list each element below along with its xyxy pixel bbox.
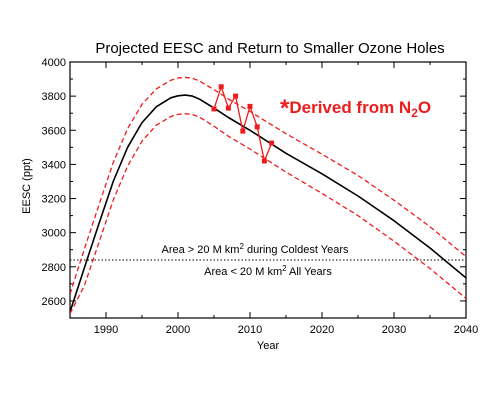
derived-from-n2o-label: *Derived from N2O [280,95,431,122]
series-line-central [70,94,466,313]
y-tick-label: 3600 [42,125,66,137]
y-tick-label: 3000 [42,228,66,240]
point-derived-from-n2o [225,105,231,111]
point-derived-from-n2o [211,106,217,112]
point-derived-from-n2o [247,103,253,109]
data-layer [70,76,466,314]
series-line-derived-from-n2o [213,86,273,162]
point-derived-from-n2o [218,84,224,90]
x-tick-label: 2020 [310,324,334,336]
y-tick-label: 2800 [42,262,66,274]
point-derived-from-n2o [254,124,260,130]
x-tick-label: 2010 [238,324,262,336]
x-tick-label: 2000 [166,324,190,336]
plot-area: 1990 2000 2010 2020 2030 2040 2600 2800 3000 3200… [42,57,479,336]
point-derived-from-n2o [240,128,246,134]
y-tick-label: 3200 [42,194,66,206]
x-tick-label: 2040 [454,324,478,336]
annotation-area-below: Area < 20 M km2 All Years [204,264,332,278]
series-line-lower-bound [70,113,466,314]
point-derived-from-n2o [233,93,239,99]
y-axis-label: EESC (ppt) [21,158,33,214]
y-tick-label: 2600 [42,296,66,308]
point-derived-from-n2o [261,158,267,164]
plot-frame [69,61,467,319]
x-tick-label: 2030 [382,324,406,336]
y-tick-label: 4000 [42,57,66,69]
annotation-area-above: Area > 20 M km2 during Coldest Years [162,242,349,256]
chart-title: Projected EESC and Return to Smaller Ozo… [95,40,444,57]
point-derived-from-n2o [269,140,275,146]
x-axis-label: Year [257,340,280,352]
y-tick-label: 3400 [42,159,66,171]
x-tick-label: 1990 [94,324,118,336]
y-tick-label: 3800 [42,91,66,103]
series-line-upper-bound [70,76,466,295]
